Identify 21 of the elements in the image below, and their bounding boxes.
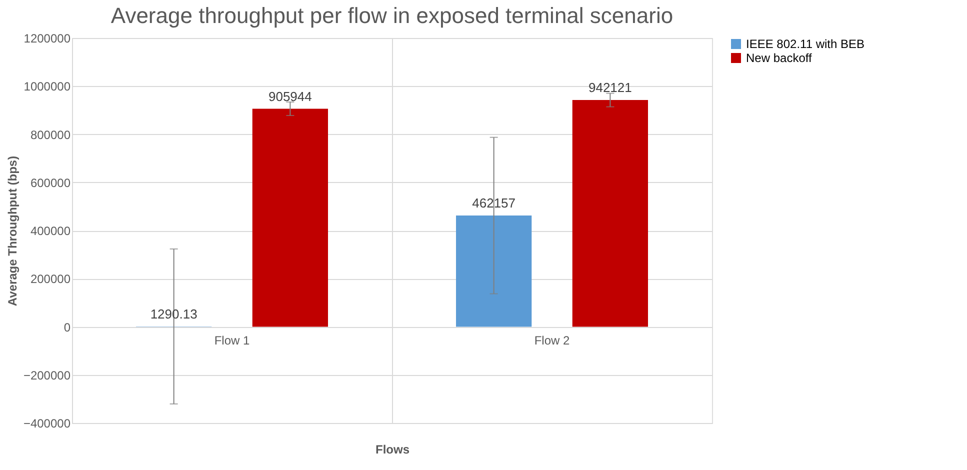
data-label: 942121 (588, 80, 632, 96)
y-tick-label: 600000 (30, 176, 71, 190)
chart-title: Average throughput per flow in exposed terminal scenario (110, 3, 674, 28)
y-tick-label: 800000 (30, 128, 71, 142)
y-axis-title: Average Throughput (bps) (5, 156, 20, 306)
y-tick-label: 400000 (30, 224, 71, 238)
bar (456, 216, 532, 327)
y-tick-label: −200000 (23, 368, 71, 382)
data-label: 905944 (268, 88, 312, 104)
legend-label: IEEE 802.11 with BEB (746, 37, 865, 51)
y-tick-label: 1200000 (24, 32, 71, 46)
y-tick-label: 200000 (30, 272, 71, 286)
bar (252, 108, 328, 327)
y-tick-label: 0 (64, 320, 71, 334)
x-axis-title: Flows (375, 442, 410, 456)
bar (572, 100, 648, 327)
x-tick-label: Flow 1 (214, 333, 250, 348)
y-tick-label: −400000 (23, 416, 71, 430)
legend-label: New backoff (746, 51, 812, 65)
y-tick-label: 1000000 (24, 80, 71, 94)
x-tick-label: Flow 2 (534, 333, 570, 348)
